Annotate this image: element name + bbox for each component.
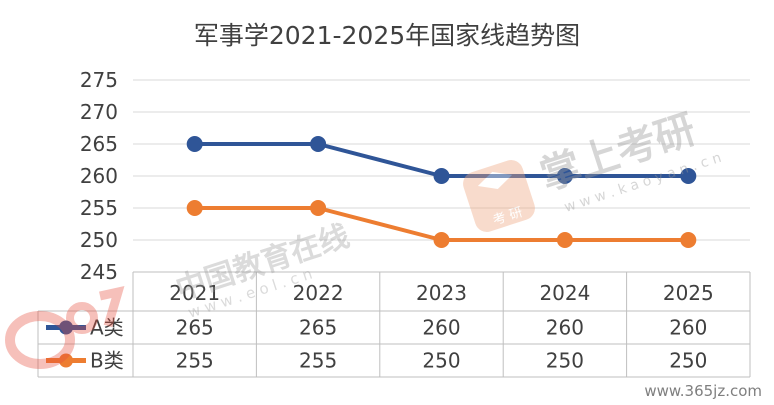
chart-title: 军事学2021-2025年国家线趋势图 — [194, 21, 580, 50]
table-cell-value: 265 — [176, 316, 214, 340]
y-tick-label: 245 — [80, 260, 118, 284]
legend-entry: A类 — [90, 316, 124, 340]
y-tick-label: 260 — [80, 164, 118, 188]
y-tick-label: 275 — [80, 68, 118, 92]
table-cell-value: 250 — [669, 349, 707, 373]
data-point — [556, 232, 573, 248]
data-point — [556, 168, 573, 184]
eol-logo-icon — [5, 285, 125, 369]
data-point — [186, 136, 203, 152]
y-tick-label: 270 — [80, 100, 118, 124]
y-tick-label: 250 — [80, 228, 118, 252]
data-point — [186, 200, 203, 216]
x-tick-label: 2023 — [416, 281, 467, 305]
table-cell-value: 260 — [669, 316, 707, 340]
table-cell-value: 255 — [299, 349, 337, 373]
x-tick-label: 2025 — [663, 281, 714, 305]
table-cell-value: 260 — [422, 316, 460, 340]
data-point — [433, 232, 450, 248]
graduation-cap-icon — [477, 171, 513, 190]
legend-key-marker — [59, 353, 73, 368]
data-table: 2021 2022 2023 2024 2025 A类 265 265 260 260 260 B类 2… — [37, 271, 751, 378]
table-cell-value: 250 — [546, 349, 584, 373]
y-tick-label: 255 — [80, 196, 118, 220]
x-tick-label: 2021 — [169, 281, 220, 305]
table-cell-value: 265 — [299, 316, 337, 340]
table-cell-value: 255 — [176, 349, 214, 373]
kaoyan-watermark: 考 研 掌上考研 w w w . k a o y a n . c n — [463, 106, 723, 232]
data-point — [680, 232, 697, 248]
data-point — [310, 200, 327, 216]
data-point — [433, 168, 450, 184]
legend-key-marker — [59, 320, 73, 335]
x-tick-label: 2022 — [293, 281, 344, 305]
series-lines — [186, 136, 697, 248]
data-point — [310, 136, 327, 152]
y-tick-label: 265 — [80, 132, 118, 156]
data-point — [680, 168, 697, 184]
table-cell-value: 250 — [422, 349, 460, 373]
site-watermark: www.365jz.com — [644, 382, 762, 400]
table-cell-value: 260 — [546, 316, 584, 340]
x-tick-label: 2024 — [539, 281, 590, 305]
kaoyan-logo-icon — [463, 160, 535, 232]
y-axis-ticks: 245 250 255 260 265 270 275 — [80, 68, 118, 284]
legend-entry: B类 — [90, 349, 124, 373]
